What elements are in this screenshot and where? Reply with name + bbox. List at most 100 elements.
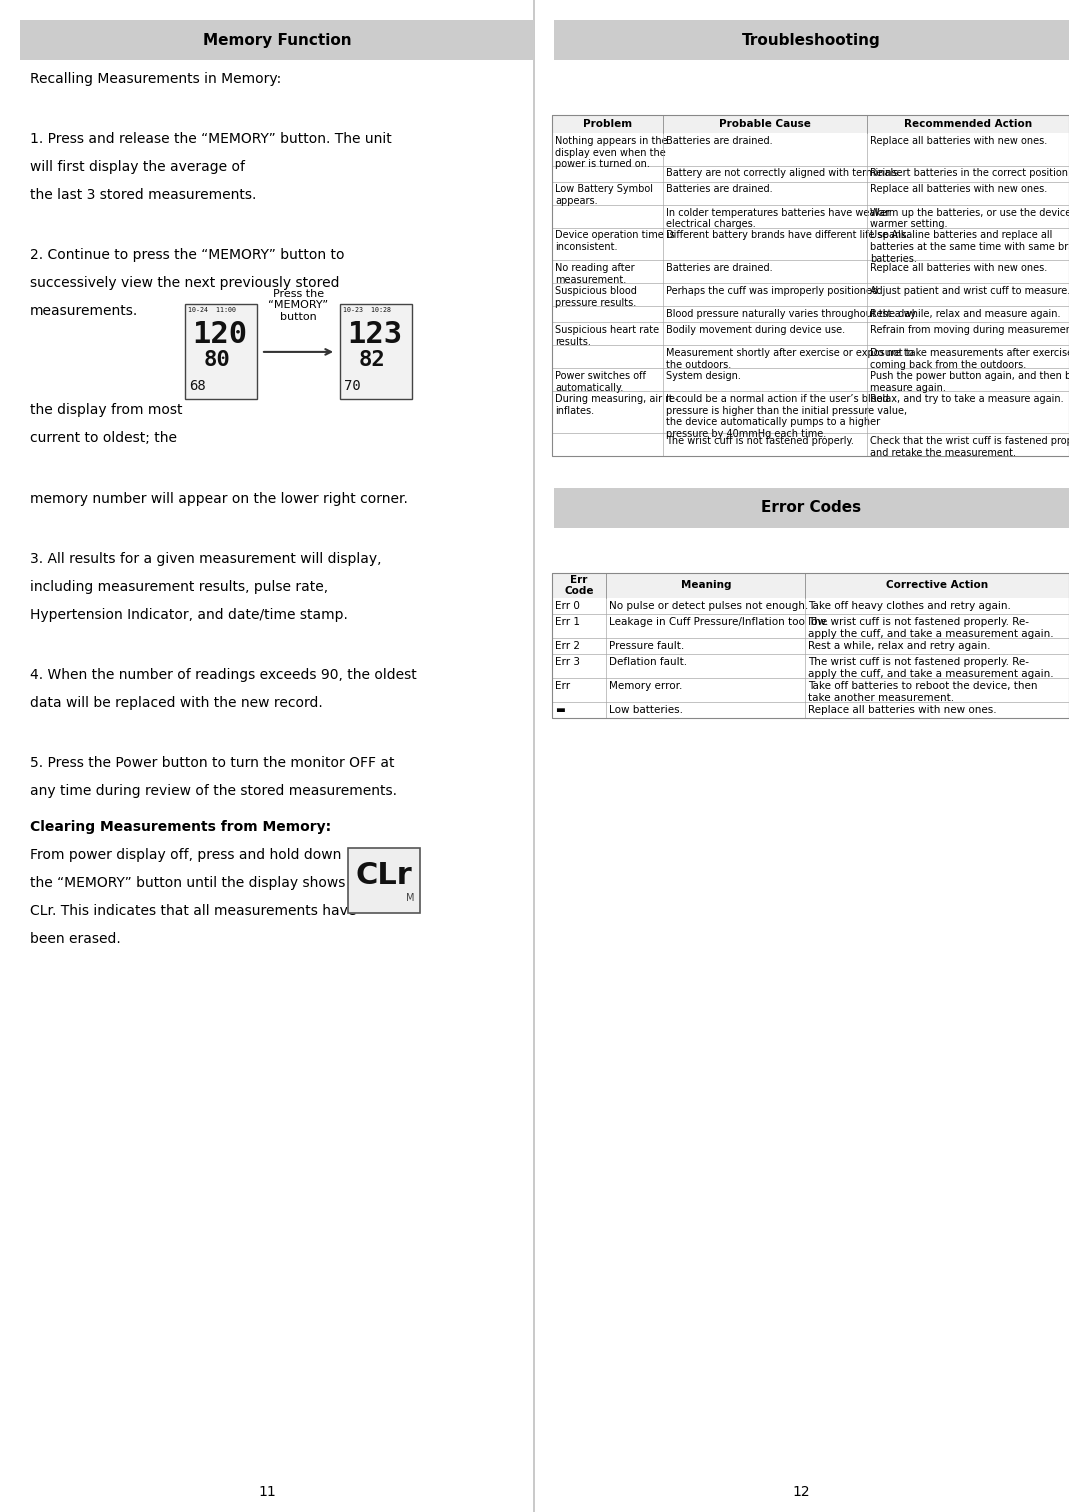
Text: 3. All results for a given measurement will display,: 3. All results for a given measurement w… <box>30 552 382 565</box>
Text: Perhaps the cuff was improperly positioned.: Perhaps the cuff was improperly position… <box>666 286 881 296</box>
Text: Measurement shortly after exercise or exposure to
the outdoors.: Measurement shortly after exercise or ex… <box>666 348 914 369</box>
Text: Suspicious blood
pressure results.: Suspicious blood pressure results. <box>555 286 637 307</box>
Text: 120: 120 <box>192 321 247 349</box>
Text: including measurement results, pulse rate,: including measurement results, pulse rat… <box>30 579 328 594</box>
Text: the display from most: the display from most <box>30 404 183 417</box>
Bar <box>552 133 1069 165</box>
Text: The wrist cuff is not fastened properly.: The wrist cuff is not fastened properly. <box>666 435 854 446</box>
Text: Press the
“MEMORY”
button: Press the “MEMORY” button <box>268 289 328 322</box>
Text: Batteries are drained.: Batteries are drained. <box>666 136 773 147</box>
Text: Device operation time is
inconsistent.: Device operation time is inconsistent. <box>555 230 675 253</box>
Text: Replace all batteries with new ones.: Replace all batteries with new ones. <box>870 263 1048 274</box>
Text: Err 2: Err 2 <box>555 641 580 652</box>
Text: Suspicious heart rate
results.: Suspicious heart rate results. <box>555 325 660 346</box>
Text: Take off heavy clothes and retry again.: Take off heavy clothes and retry again. <box>808 600 1011 611</box>
Text: Blood pressure naturally varies throughout the day.: Blood pressure naturally varies througho… <box>666 308 918 319</box>
Text: Battery are not correctly aligned with terminals.: Battery are not correctly aligned with t… <box>666 168 901 178</box>
Text: Check that the wrist cuff is fastened properly
and retake the measurement.: Check that the wrist cuff is fastened pr… <box>870 435 1069 458</box>
Bar <box>552 204 1069 227</box>
Text: Problem: Problem <box>583 119 632 129</box>
Text: Low Battery Symbol
appears.: Low Battery Symbol appears. <box>555 184 653 206</box>
Text: Err 0: Err 0 <box>555 600 579 611</box>
Bar <box>552 702 1069 718</box>
Bar <box>554 20 1069 60</box>
Bar <box>554 488 1069 528</box>
Text: Hypertension Indicator, and date/time stamp.: Hypertension Indicator, and date/time st… <box>30 608 347 621</box>
Text: Leakage in Cuff Pressure/Inflation too low.: Leakage in Cuff Pressure/Inflation too l… <box>609 617 828 627</box>
Bar <box>552 655 1069 677</box>
Text: 12: 12 <box>793 1485 810 1498</box>
Text: the “MEMORY” button until the display shows: the “MEMORY” button until the display sh… <box>30 875 345 891</box>
Text: Replace all batteries with new ones.: Replace all batteries with new ones. <box>870 136 1048 147</box>
Text: During measuring, air re-
inflates.: During measuring, air re- inflates. <box>555 395 679 416</box>
Bar <box>552 367 1069 392</box>
Text: No pulse or detect pulses not enough.: No pulse or detect pulses not enough. <box>609 600 808 611</box>
Text: 1. Press and release the “MEMORY” button. The unit: 1. Press and release the “MEMORY” button… <box>30 132 391 147</box>
Bar <box>552 181 1069 204</box>
Text: Use Alkaline batteries and replace all
batteries at the same time with same bran: Use Alkaline batteries and replace all b… <box>870 230 1069 263</box>
Text: Probable Cause: Probable Cause <box>719 119 811 129</box>
Text: measurements.: measurements. <box>30 304 138 319</box>
Text: 11: 11 <box>258 1485 276 1498</box>
Text: successively view the next previously stored: successively view the next previously st… <box>30 277 340 290</box>
Text: Refrain from moving during measurement.: Refrain from moving during measurement. <box>870 325 1069 336</box>
Text: Push the power button again, and then begin
measure again.: Push the power button again, and then be… <box>870 370 1069 393</box>
Text: Batteries are drained.: Batteries are drained. <box>666 263 773 274</box>
Bar <box>552 322 1069 345</box>
Text: Memory error.: Memory error. <box>609 680 683 691</box>
Text: ▬: ▬ <box>555 705 564 715</box>
Text: Memory Function: Memory Function <box>203 32 352 47</box>
Text: the last 3 stored measurements.: the last 3 stored measurements. <box>30 187 257 203</box>
Bar <box>552 638 1069 655</box>
Text: Pressure fault.: Pressure fault. <box>609 641 684 652</box>
Text: Different battery brands have different life spans.: Different battery brands have different … <box>666 230 910 240</box>
Text: Nothing appears in the
display even when the
power is turned on.: Nothing appears in the display even when… <box>555 136 668 169</box>
Bar <box>552 115 1069 457</box>
Text: In colder temperatures batteries have weaker
electrical charges.: In colder temperatures batteries have we… <box>666 207 890 230</box>
Bar <box>552 392 1069 432</box>
Text: 10-24  11:00: 10-24 11:00 <box>188 307 236 313</box>
Bar <box>552 573 1069 599</box>
Text: any time during review of the stored measurements.: any time during review of the stored mea… <box>30 785 397 798</box>
Text: 4. When the number of readings exceeds 90, the oldest: 4. When the number of readings exceeds 9… <box>30 668 417 682</box>
Text: Bodily movement during device use.: Bodily movement during device use. <box>666 325 846 336</box>
Bar <box>552 305 1069 322</box>
Text: Err
Code: Err Code <box>564 575 594 596</box>
Text: 123: 123 <box>347 321 402 349</box>
Text: Reinsert batteries in the correct position.: Reinsert batteries in the correct positi… <box>870 168 1069 178</box>
Bar <box>185 304 257 399</box>
Text: Replace all batteries with new ones.: Replace all batteries with new ones. <box>870 184 1048 195</box>
Text: No reading after
measurement.: No reading after measurement. <box>555 263 635 284</box>
Text: been erased.: been erased. <box>30 933 121 947</box>
Text: Clearing Measurements from Memory:: Clearing Measurements from Memory: <box>30 820 331 835</box>
Text: It could be a normal action if the user’s blood
pressure is higher than the init: It could be a normal action if the user’… <box>666 395 908 438</box>
Text: 10-23  10:28: 10-23 10:28 <box>343 307 391 313</box>
Text: Power switches off
automatically.: Power switches off automatically. <box>555 370 646 393</box>
Text: Err 1: Err 1 <box>555 617 580 627</box>
Text: Rest a while, relax and measure again.: Rest a while, relax and measure again. <box>870 308 1060 319</box>
Text: The wrist cuff is not fastened properly. Re-
apply the cuff, and take a measurem: The wrist cuff is not fastened properly.… <box>808 658 1054 679</box>
Text: 82: 82 <box>359 351 386 370</box>
Text: Meaning: Meaning <box>681 581 731 591</box>
Bar <box>552 573 1069 718</box>
Text: Recalling Measurements in Memory:: Recalling Measurements in Memory: <box>30 73 281 86</box>
Bar <box>552 677 1069 702</box>
Bar <box>552 345 1069 367</box>
Text: Relax, and try to take a measure again.: Relax, and try to take a measure again. <box>870 395 1064 404</box>
Text: 2. Continue to press the “MEMORY” button to: 2. Continue to press the “MEMORY” button… <box>30 248 344 263</box>
Text: current to oldest; the: current to oldest; the <box>30 431 177 446</box>
Bar <box>20 20 534 60</box>
Bar <box>552 432 1069 457</box>
Text: 80: 80 <box>204 351 231 370</box>
Text: System design.: System design. <box>666 370 741 381</box>
Text: Troubleshooting: Troubleshooting <box>742 32 881 47</box>
Bar <box>552 614 1069 638</box>
Bar <box>348 848 420 913</box>
Text: 68: 68 <box>189 380 205 393</box>
Text: Rest a while, relax and retry again.: Rest a while, relax and retry again. <box>808 641 991 652</box>
Text: CLr. This indicates that all measurements have: CLr. This indicates that all measurement… <box>30 904 356 918</box>
Bar <box>552 165 1069 181</box>
Bar <box>552 227 1069 260</box>
Text: Warm up the batteries, or use the device in a
warmer setting.: Warm up the batteries, or use the device… <box>870 207 1069 230</box>
Text: memory number will appear on the lower right corner.: memory number will appear on the lower r… <box>30 491 408 505</box>
